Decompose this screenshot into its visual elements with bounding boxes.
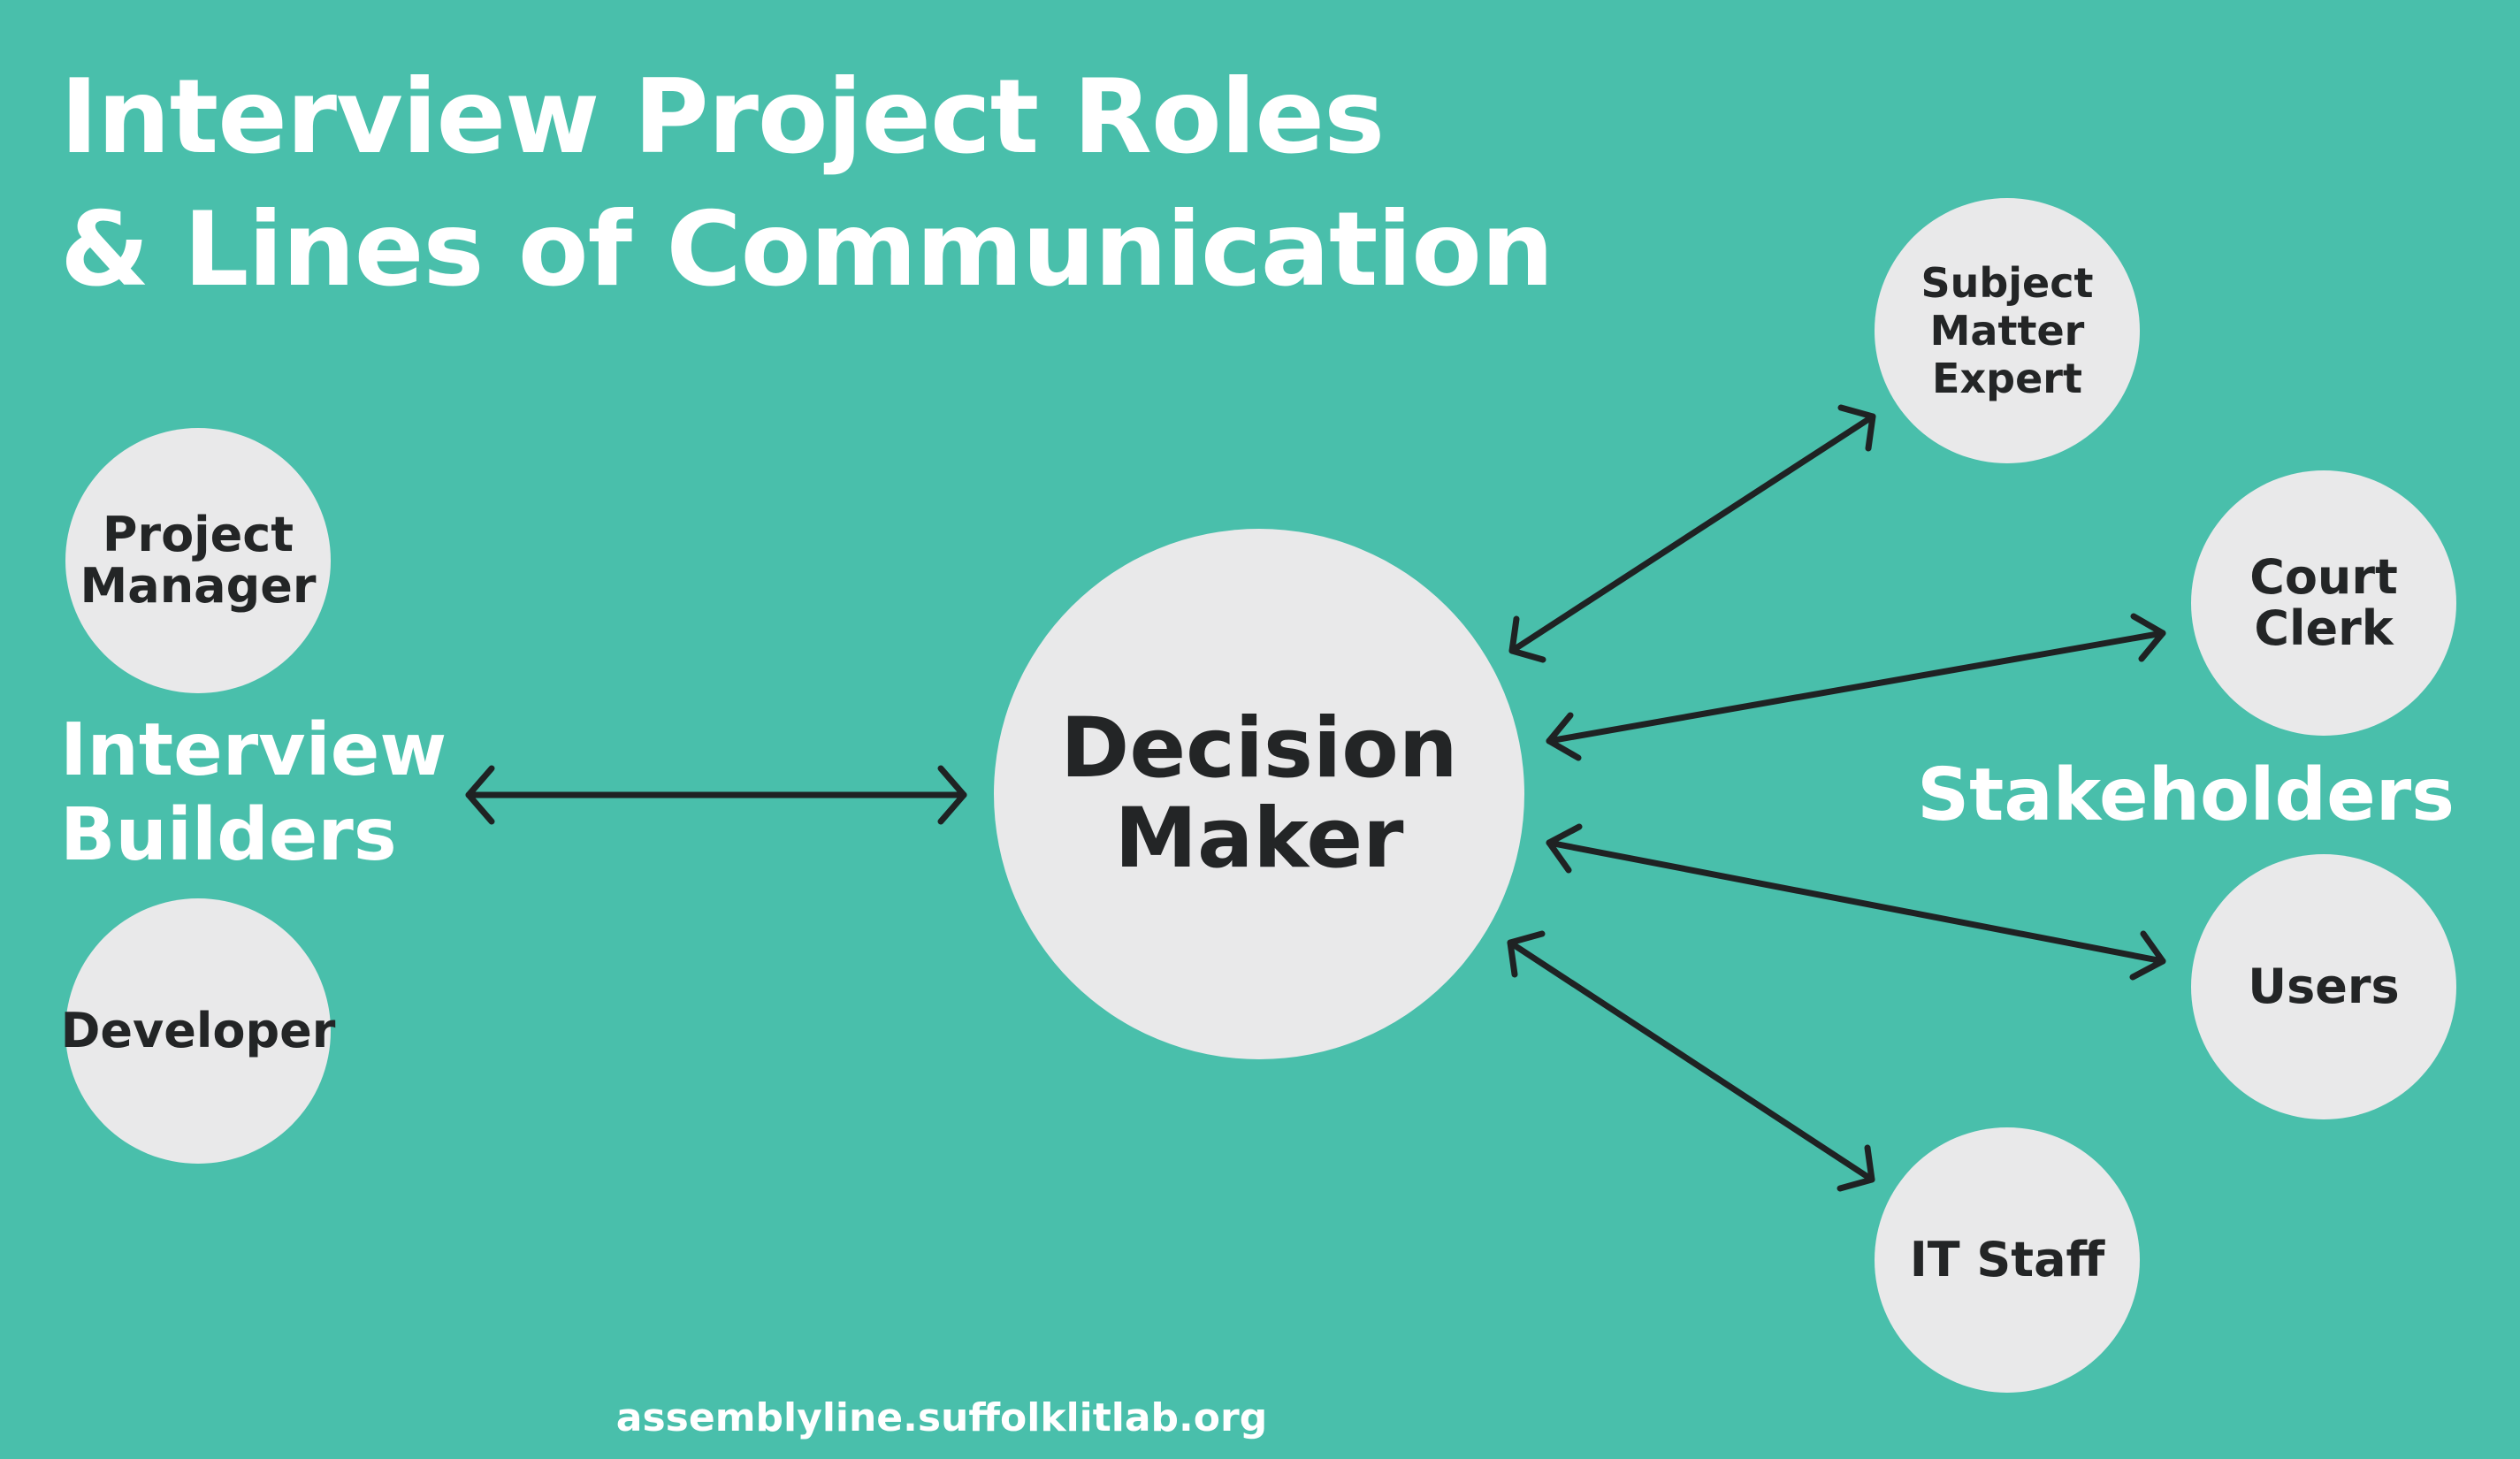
arrow-decision-maker-court-clerk xyxy=(1546,613,2166,761)
decision-maker-node: Decision Maker xyxy=(994,529,1524,1059)
page-title: Interview Project Roles & Lines of Commu… xyxy=(60,51,1554,317)
interview-builders-line-2: Builders xyxy=(60,793,397,877)
users-label: Users xyxy=(2248,959,2400,1014)
users-node: Users xyxy=(2191,854,2456,1119)
subject-matter-expert-line-2: Matter xyxy=(1929,307,2085,355)
project-manager-node: Project Manager xyxy=(65,428,331,693)
it-staff-label: IT Staff xyxy=(1909,1232,2105,1287)
arrow-decision-maker-it-staff xyxy=(1507,930,1875,1192)
footer-url: assemblyline.suffolklitlab.org xyxy=(615,1395,1268,1440)
arrow-decision-maker-users xyxy=(1546,823,2166,981)
project-manager-line-1: Project xyxy=(102,507,294,562)
court-clerk-line-1: Court xyxy=(2249,549,2398,605)
arrow-builders-decision-maker xyxy=(465,765,967,825)
decision-maker-line-1: Decision xyxy=(1060,700,1458,797)
stakeholders-label: Stakeholders xyxy=(1917,753,2455,837)
interview-builders-label: Interview Builders xyxy=(60,708,447,878)
developer-label: Developer xyxy=(60,1003,336,1058)
it-staff-node: IT Staff xyxy=(1875,1127,2140,1393)
subject-matter-expert-line-1: Subject xyxy=(1921,259,2094,307)
court-clerk-node: Court Clerk xyxy=(2191,470,2456,736)
developer-node: Developer xyxy=(61,898,335,1164)
subject-matter-expert-node: Subject Matter Expert xyxy=(1875,198,2140,463)
title-line-2: & Lines of Communication xyxy=(60,190,1554,309)
title-line-1: Interview Project Roles xyxy=(60,57,1385,177)
interview-builders-line-1: Interview xyxy=(60,708,447,792)
project-manager-line-2: Manager xyxy=(80,558,317,614)
court-clerk-line-2: Clerk xyxy=(2254,600,2394,656)
decision-maker-line-2: Maker xyxy=(1114,791,1404,887)
subject-matter-expert-line-3: Expert xyxy=(1932,355,2082,402)
arrow-decision-maker-subject-matter-expert xyxy=(1508,404,1876,663)
